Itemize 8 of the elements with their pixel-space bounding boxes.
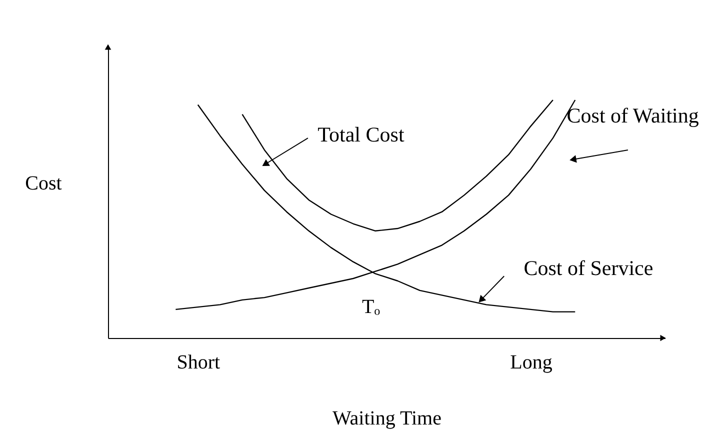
x-axis-title: Waiting Time xyxy=(332,408,442,430)
x-tick-label: Long xyxy=(510,352,552,374)
text: Total Cost xyxy=(318,122,404,147)
series-label: Cost of Service xyxy=(524,256,654,280)
annotation: Tₒ xyxy=(362,296,380,318)
series-label: Cost of Waiting xyxy=(566,104,700,128)
y-axis-title: Cost xyxy=(25,172,62,194)
x-tick-label: Short xyxy=(176,352,220,374)
